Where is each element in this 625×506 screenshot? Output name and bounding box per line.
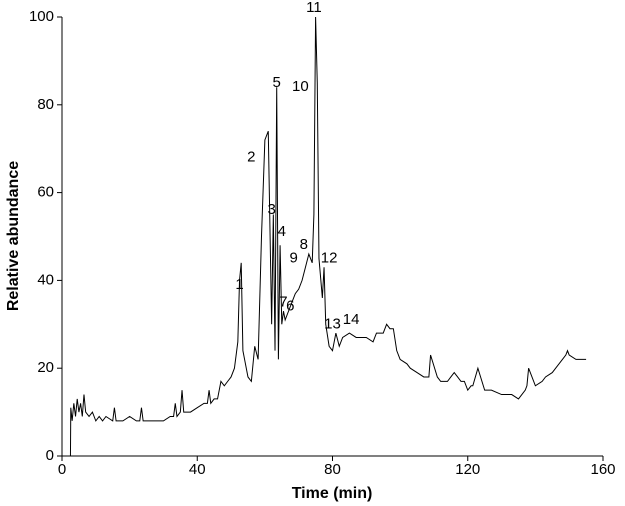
peak-label: 13 <box>324 315 341 332</box>
x-tick-label: 160 <box>590 461 615 478</box>
peak-label: 2 <box>247 148 255 165</box>
y-tick-label: 20 <box>37 359 54 376</box>
peak-label: 1 <box>235 276 243 293</box>
peak-label: 6 <box>286 298 294 315</box>
y-tick-label: 40 <box>37 271 54 288</box>
peak-label: 8 <box>300 236 308 253</box>
y-tick-label: 100 <box>29 8 54 25</box>
peak-label: 14 <box>343 311 360 328</box>
peak-label: 7 <box>279 293 287 310</box>
x-tick-label: 0 <box>58 461 66 478</box>
peak-label: 9 <box>289 249 297 266</box>
x-tick-label: 120 <box>455 461 480 478</box>
x-tick-label: 40 <box>189 461 206 478</box>
y-tick-label: 0 <box>46 447 54 464</box>
x-axis-label: Time (min) <box>292 485 373 502</box>
peak-label: 12 <box>321 249 338 266</box>
peak-label: 3 <box>267 201 275 218</box>
y-axis-label: Relative abundance <box>5 161 22 311</box>
peak-label: 11 <box>306 0 322 16</box>
peak-label: 5 <box>273 74 281 91</box>
x-tick-label: 80 <box>324 461 341 478</box>
peak-label: 10 <box>292 78 309 95</box>
peak-label: 4 <box>278 223 286 240</box>
y-tick-label: 60 <box>37 184 54 201</box>
y-tick-label: 80 <box>37 96 54 113</box>
chromatogram-line <box>69 16 587 457</box>
